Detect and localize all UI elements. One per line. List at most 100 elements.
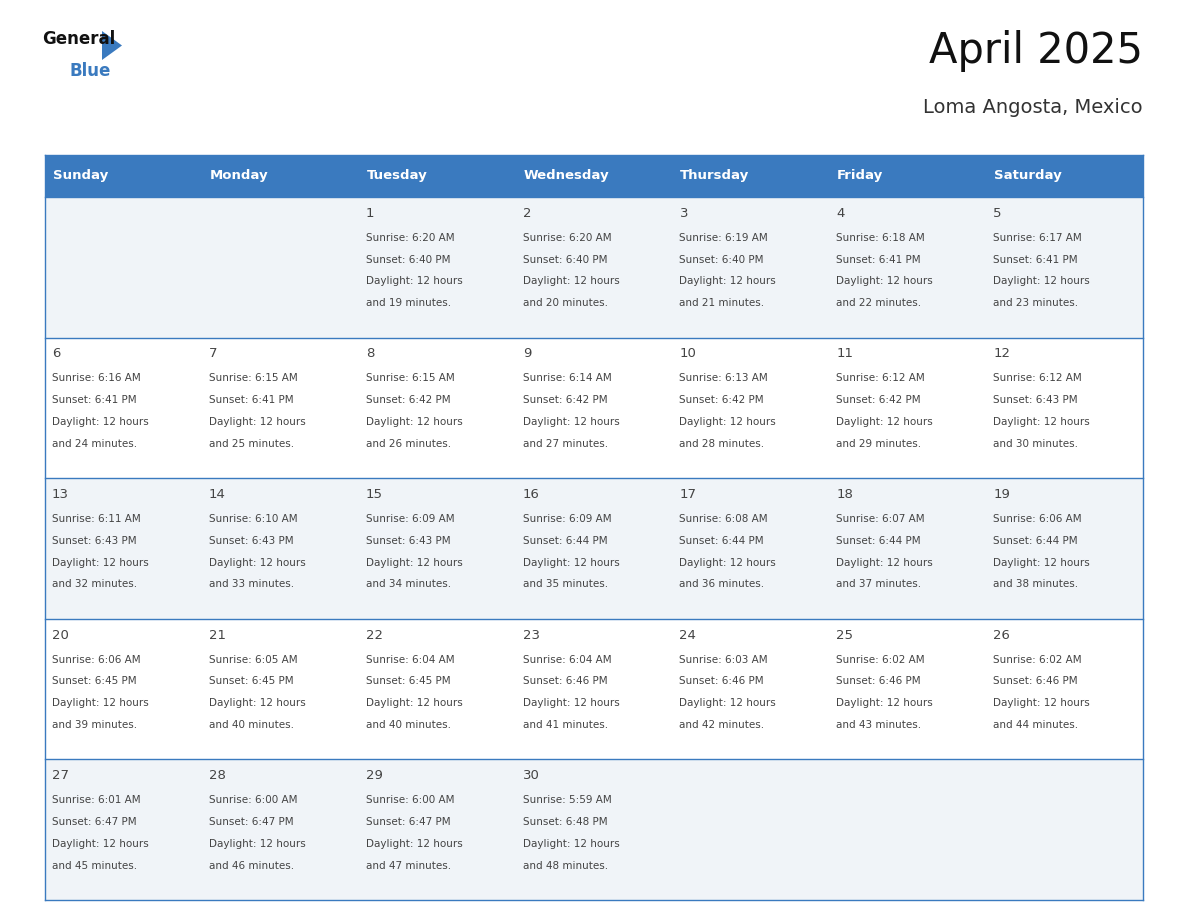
Text: Sunset: 6:43 PM: Sunset: 6:43 PM (993, 396, 1078, 405)
Text: 25: 25 (836, 629, 853, 642)
Text: Sunrise: 6:00 AM: Sunrise: 6:00 AM (209, 795, 297, 805)
Text: Sunset: 6:47 PM: Sunset: 6:47 PM (366, 817, 450, 827)
Text: Sunrise: 6:10 AM: Sunrise: 6:10 AM (209, 514, 297, 524)
Text: Daylight: 12 hours: Daylight: 12 hours (993, 699, 1089, 709)
Text: Sunrise: 6:04 AM: Sunrise: 6:04 AM (523, 655, 612, 665)
Text: and 44 minutes.: and 44 minutes. (993, 720, 1079, 730)
Text: 23: 23 (523, 629, 539, 642)
Text: Sunset: 6:45 PM: Sunset: 6:45 PM (52, 677, 137, 687)
Text: and 20 minutes.: and 20 minutes. (523, 298, 607, 308)
Text: Sunrise: 6:14 AM: Sunrise: 6:14 AM (523, 374, 612, 384)
Text: Sunrise: 6:03 AM: Sunrise: 6:03 AM (680, 655, 769, 665)
Text: Daylight: 12 hours: Daylight: 12 hours (209, 557, 305, 567)
Text: Sunrise: 6:11 AM: Sunrise: 6:11 AM (52, 514, 141, 524)
Text: 11: 11 (836, 347, 853, 361)
Text: and 34 minutes.: and 34 minutes. (366, 579, 451, 589)
Text: General: General (42, 30, 115, 48)
Bar (672, 155, 829, 197)
Text: Sunset: 6:43 PM: Sunset: 6:43 PM (52, 536, 137, 546)
Text: Sunset: 6:40 PM: Sunset: 6:40 PM (680, 254, 764, 264)
Text: and 30 minutes.: and 30 minutes. (993, 439, 1079, 449)
Text: 12: 12 (993, 347, 1010, 361)
Text: Sunset: 6:42 PM: Sunset: 6:42 PM (836, 396, 921, 405)
Text: Sunset: 6:43 PM: Sunset: 6:43 PM (209, 536, 293, 546)
Text: Blue: Blue (70, 62, 112, 80)
Text: 20: 20 (52, 629, 69, 642)
Text: and 46 minutes.: and 46 minutes. (209, 861, 295, 870)
Text: and 29 minutes.: and 29 minutes. (836, 439, 922, 449)
Text: and 33 minutes.: and 33 minutes. (209, 579, 295, 589)
Text: Daylight: 12 hours: Daylight: 12 hours (52, 699, 148, 709)
Text: Sunset: 6:48 PM: Sunset: 6:48 PM (523, 817, 607, 827)
Text: Sunset: 6:44 PM: Sunset: 6:44 PM (680, 536, 764, 546)
Text: Daylight: 12 hours: Daylight: 12 hours (993, 417, 1089, 427)
Text: Sunset: 6:47 PM: Sunset: 6:47 PM (209, 817, 293, 827)
Text: Daylight: 12 hours: Daylight: 12 hours (680, 699, 776, 709)
Text: and 19 minutes.: and 19 minutes. (366, 298, 451, 308)
Text: Monday: Monday (210, 170, 268, 183)
Text: Thursday: Thursday (681, 170, 750, 183)
Text: and 32 minutes.: and 32 minutes. (52, 579, 137, 589)
Text: Sunset: 6:46 PM: Sunset: 6:46 PM (993, 677, 1078, 687)
Text: Daylight: 12 hours: Daylight: 12 hours (366, 699, 462, 709)
Text: 18: 18 (836, 488, 853, 501)
Bar (359, 155, 516, 197)
Text: and 45 minutes.: and 45 minutes. (52, 861, 137, 870)
Text: Sunrise: 6:15 AM: Sunrise: 6:15 AM (366, 374, 455, 384)
Text: Daylight: 12 hours: Daylight: 12 hours (366, 557, 462, 567)
Text: Sunrise: 5:59 AM: Sunrise: 5:59 AM (523, 795, 612, 805)
Text: 28: 28 (209, 769, 226, 782)
Text: Sunset: 6:41 PM: Sunset: 6:41 PM (209, 396, 293, 405)
Text: April 2025: April 2025 (929, 30, 1143, 72)
Text: 27: 27 (52, 769, 69, 782)
Text: and 40 minutes.: and 40 minutes. (209, 720, 293, 730)
Text: and 39 minutes.: and 39 minutes. (52, 720, 137, 730)
Text: Daylight: 12 hours: Daylight: 12 hours (366, 839, 462, 849)
Text: 26: 26 (993, 629, 1010, 642)
Text: and 48 minutes.: and 48 minutes. (523, 861, 608, 870)
Text: and 38 minutes.: and 38 minutes. (993, 579, 1079, 589)
Text: Daylight: 12 hours: Daylight: 12 hours (680, 417, 776, 427)
Text: Daylight: 12 hours: Daylight: 12 hours (523, 417, 619, 427)
Text: Daylight: 12 hours: Daylight: 12 hours (209, 839, 305, 849)
Text: Sunset: 6:44 PM: Sunset: 6:44 PM (836, 536, 921, 546)
Text: Wednesday: Wednesday (524, 170, 609, 183)
Text: Daylight: 12 hours: Daylight: 12 hours (523, 276, 619, 286)
Text: Sunrise: 6:13 AM: Sunrise: 6:13 AM (680, 374, 769, 384)
Text: Sunrise: 6:06 AM: Sunrise: 6:06 AM (52, 655, 140, 665)
Text: and 25 minutes.: and 25 minutes. (209, 439, 295, 449)
Text: Sunrise: 6:15 AM: Sunrise: 6:15 AM (209, 374, 298, 384)
Text: Sunrise: 6:07 AM: Sunrise: 6:07 AM (836, 514, 925, 524)
Text: 5: 5 (993, 207, 1001, 219)
Text: Sunrise: 6:08 AM: Sunrise: 6:08 AM (680, 514, 769, 524)
Bar (45, 338, 1143, 478)
Text: Daylight: 12 hours: Daylight: 12 hours (523, 557, 619, 567)
Text: 14: 14 (209, 488, 226, 501)
Text: and 28 minutes.: and 28 minutes. (680, 439, 765, 449)
Text: 13: 13 (52, 488, 69, 501)
Text: 24: 24 (680, 629, 696, 642)
Text: 30: 30 (523, 769, 539, 782)
Bar (202, 155, 359, 197)
Text: and 47 minutes.: and 47 minutes. (366, 861, 451, 870)
Text: Sunrise: 6:01 AM: Sunrise: 6:01 AM (52, 795, 140, 805)
Text: Daylight: 12 hours: Daylight: 12 hours (836, 417, 933, 427)
Text: 22: 22 (366, 629, 383, 642)
Text: Sunset: 6:42 PM: Sunset: 6:42 PM (366, 396, 450, 405)
Text: 10: 10 (680, 347, 696, 361)
Bar (45, 478, 1143, 619)
Text: 4: 4 (836, 207, 845, 219)
Text: Sunrise: 6:20 AM: Sunrise: 6:20 AM (523, 233, 612, 243)
Text: and 36 minutes.: and 36 minutes. (680, 579, 765, 589)
Text: and 21 minutes.: and 21 minutes. (680, 298, 765, 308)
Text: Daylight: 12 hours: Daylight: 12 hours (52, 417, 148, 427)
Bar (45, 197, 1143, 338)
Text: and 23 minutes.: and 23 minutes. (993, 298, 1079, 308)
Text: 19: 19 (993, 488, 1010, 501)
Text: Daylight: 12 hours: Daylight: 12 hours (836, 276, 933, 286)
Bar (986, 155, 1143, 197)
Text: Daylight: 12 hours: Daylight: 12 hours (836, 557, 933, 567)
Text: Sunrise: 6:09 AM: Sunrise: 6:09 AM (366, 514, 454, 524)
Text: Sunrise: 6:12 AM: Sunrise: 6:12 AM (836, 374, 925, 384)
Text: Sunrise: 6:09 AM: Sunrise: 6:09 AM (523, 514, 612, 524)
